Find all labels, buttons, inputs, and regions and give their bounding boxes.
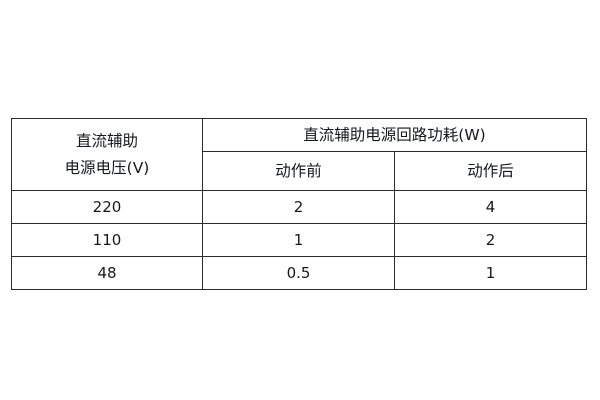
- spec-table-container: 直流辅助 电源电压(V) 直流辅助电源回路功耗(W) 动作前 动作后 220 2…: [11, 118, 588, 290]
- dc-auxiliary-power-table: 直流辅助 电源电压(V) 直流辅助电源回路功耗(W) 动作前 动作后 220 2…: [11, 118, 588, 290]
- cell-after-action: 1: [393, 256, 588, 290]
- header-cell-after-action: 动作后: [393, 151, 588, 191]
- header-cell-power-group: 直流辅助电源回路功耗(W): [201, 118, 588, 152]
- cell-after-action: 2: [393, 223, 588, 257]
- table-header-row-secondary: 动作前 动作后: [12, 151, 588, 191]
- cell-before-action: 1: [202, 223, 395, 257]
- table-row: 110 1 2: [11, 223, 588, 257]
- header-voltage-line-1: 直流辅助: [75, 131, 138, 150]
- cell-voltage: 220: [11, 190, 203, 224]
- table-row: 48 0.5 1: [11, 256, 588, 290]
- cell-after-action: 4: [393, 190, 588, 224]
- header-cell-voltage: 直流辅助 电源电压(V): [11, 118, 203, 191]
- header-voltage-line-2: 电源电压(V): [64, 158, 150, 177]
- cell-before-action: 0.5: [202, 256, 395, 290]
- cell-before-action: 2: [202, 190, 395, 224]
- table-header-row-primary: 直流辅助 电源电压(V) 直流辅助电源回路功耗(W): [11, 118, 588, 191]
- table-row: 220 2 4: [11, 190, 588, 224]
- cell-voltage: 48: [11, 256, 203, 290]
- cell-voltage: 110: [11, 223, 203, 257]
- header-cell-before-action: 动作前: [202, 151, 395, 191]
